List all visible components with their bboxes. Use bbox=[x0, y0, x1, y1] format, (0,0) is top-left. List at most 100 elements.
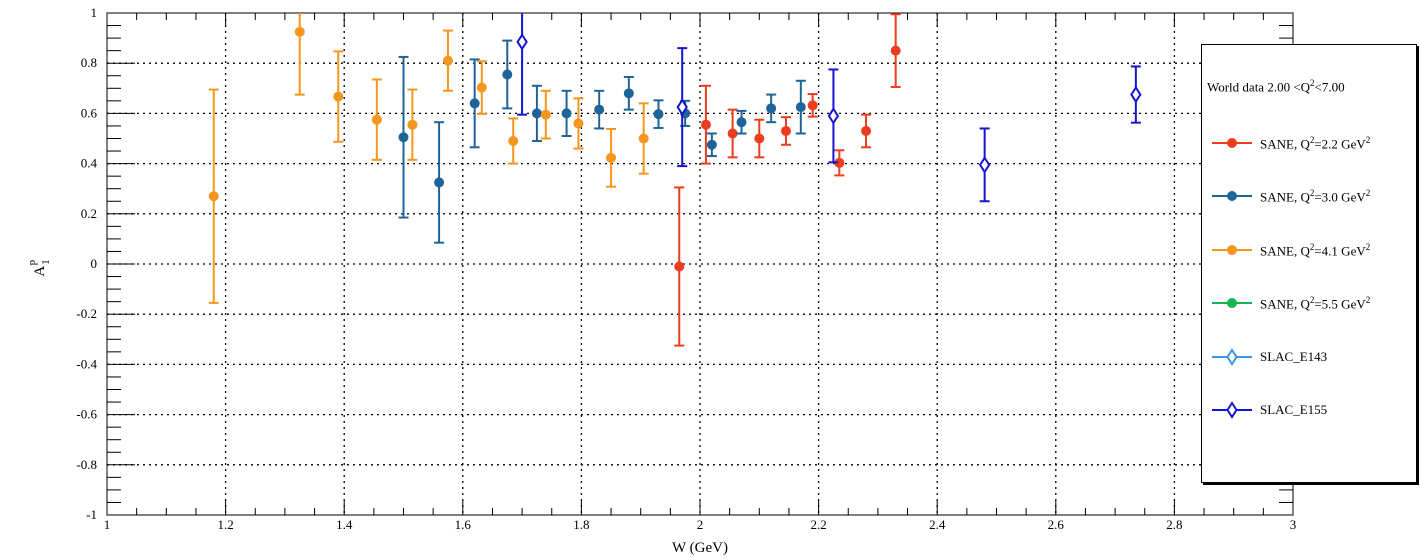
data-point-marker bbox=[531, 108, 542, 119]
legend-swatch bbox=[1212, 348, 1252, 366]
x-axis-title: W (GeV) bbox=[672, 540, 728, 556]
data-point bbox=[807, 93, 818, 118]
x-tick-label: 1.8 bbox=[573, 517, 589, 532]
data-point-marker bbox=[623, 88, 634, 99]
y-tick-label: -0.2 bbox=[76, 306, 97, 321]
data-point bbox=[623, 76, 634, 111]
data-point bbox=[208, 88, 219, 304]
y-tick-label: -0.8 bbox=[76, 457, 97, 472]
data-point bbox=[727, 108, 738, 159]
x-tick-label: 2.2 bbox=[810, 517, 826, 532]
legend-label: SANE, Q2=3.0 GeV2 bbox=[1260, 188, 1371, 205]
data-point bbox=[333, 50, 344, 143]
data-point bbox=[469, 58, 480, 149]
data-point-marker bbox=[594, 104, 605, 115]
data-point-marker bbox=[736, 117, 747, 128]
legend-swatch-marker bbox=[1226, 348, 1238, 366]
data-point-marker bbox=[398, 132, 409, 143]
x-tick-label: 2.4 bbox=[929, 517, 946, 532]
y-axis-title-main: A bbox=[32, 266, 48, 277]
data-point bbox=[606, 127, 617, 188]
data-point bbox=[674, 186, 685, 347]
legend-label: SANE, Q2=4.1 GeV2 bbox=[1260, 242, 1371, 259]
data-point-marker bbox=[434, 177, 445, 188]
data-point-marker bbox=[700, 119, 711, 130]
data-point-marker bbox=[766, 103, 777, 114]
grid-lines bbox=[107, 13, 1293, 515]
data-point-marker bbox=[795, 102, 806, 113]
legend-swatch-marker bbox=[1227, 138, 1237, 148]
data-point-marker bbox=[807, 100, 818, 111]
data-point bbox=[442, 29, 453, 92]
data-point bbox=[890, 13, 901, 89]
data-point-marker bbox=[861, 125, 872, 136]
data-point bbox=[638, 102, 649, 175]
x-tick-labels: 1 1.2 1.4 1.6 1.8 2 2.2 2.4 2.6 2.8 3 bbox=[104, 517, 1297, 532]
data-point-marker bbox=[727, 128, 738, 139]
data-point bbox=[531, 84, 542, 143]
svg-text:A1p: A1p bbox=[26, 259, 52, 276]
data-point-marker bbox=[890, 45, 901, 56]
x-tick-label: 1 bbox=[104, 517, 111, 532]
data-point-marker bbox=[371, 114, 382, 125]
legend-swatch bbox=[1212, 138, 1252, 148]
legend-label: SANE, Q2=5.5 GeV2 bbox=[1260, 295, 1371, 312]
y-tick-label: 0.4 bbox=[81, 156, 98, 171]
legend-swatch-marker bbox=[1227, 298, 1237, 308]
legend-entry: SANE, Q2=4.1 GeV2 bbox=[1208, 240, 1414, 260]
x-tick-label: 1.2 bbox=[217, 517, 233, 532]
x-tick-label: 2 bbox=[697, 517, 704, 532]
data-point-marker bbox=[294, 26, 305, 37]
data-point bbox=[754, 118, 765, 159]
data-point-marker bbox=[540, 109, 551, 120]
data-point bbox=[434, 121, 445, 244]
data-point-marker bbox=[676, 98, 688, 116]
data-point-marker bbox=[561, 108, 572, 119]
legend-swatch-marker bbox=[1227, 191, 1237, 201]
data-point-marker bbox=[442, 55, 453, 66]
data-point-marker bbox=[780, 125, 791, 136]
x-tick-label: 2.6 bbox=[1048, 517, 1065, 532]
data-point-marker bbox=[638, 133, 649, 144]
data-point-marker bbox=[333, 91, 344, 102]
data-point bbox=[766, 93, 777, 124]
data-point-marker bbox=[508, 136, 519, 147]
data-point-marker bbox=[754, 133, 765, 144]
y-axis-title-sup: p bbox=[26, 259, 38, 265]
data-point bbox=[1130, 65, 1142, 124]
data-point-marker bbox=[674, 261, 685, 272]
data-point-marker bbox=[469, 98, 480, 109]
legend-entry: SANE, Q2=2.2 GeV2 bbox=[1208, 133, 1414, 153]
data-point-marker bbox=[476, 82, 487, 93]
legend-swatch bbox=[1212, 298, 1252, 308]
data-point-marker bbox=[606, 152, 617, 163]
data-point bbox=[502, 39, 513, 110]
data-point bbox=[978, 127, 991, 203]
data-point bbox=[516, 13, 528, 116]
data-point bbox=[476, 60, 487, 115]
data-point-marker bbox=[208, 191, 219, 202]
data-point-marker bbox=[834, 157, 845, 168]
legend-entry: SANE, Q2=5.5 GeV2 bbox=[1208, 293, 1414, 313]
y-tick-label: 0.6 bbox=[81, 105, 98, 120]
data-point bbox=[676, 47, 688, 168]
y-tick-label: 0 bbox=[91, 256, 98, 271]
data-point bbox=[700, 84, 711, 165]
data-point bbox=[294, 13, 305, 96]
y-tick-label: 0.8 bbox=[81, 55, 97, 70]
legend-label: SLAC_E143 bbox=[1260, 349, 1328, 364]
y-tick-label: 1 bbox=[91, 5, 98, 20]
x-tick-label: 1.6 bbox=[455, 517, 472, 532]
y-tick-label: -0.6 bbox=[76, 407, 97, 422]
data-point bbox=[653, 99, 664, 129]
data-point bbox=[561, 89, 572, 137]
data-point bbox=[573, 97, 584, 150]
y-tick-labels: -1 -0.8 -0.6 -0.4 -0.2 0 0.2 0.4 0.6 0.8 1 bbox=[76, 5, 97, 522]
data-point bbox=[398, 55, 409, 219]
data-point-marker bbox=[706, 139, 717, 150]
legend-swatch-marker bbox=[1226, 401, 1238, 419]
x-tick-label: 3 bbox=[1290, 517, 1297, 532]
data-point-marker bbox=[827, 107, 840, 125]
data-point bbox=[827, 68, 840, 164]
